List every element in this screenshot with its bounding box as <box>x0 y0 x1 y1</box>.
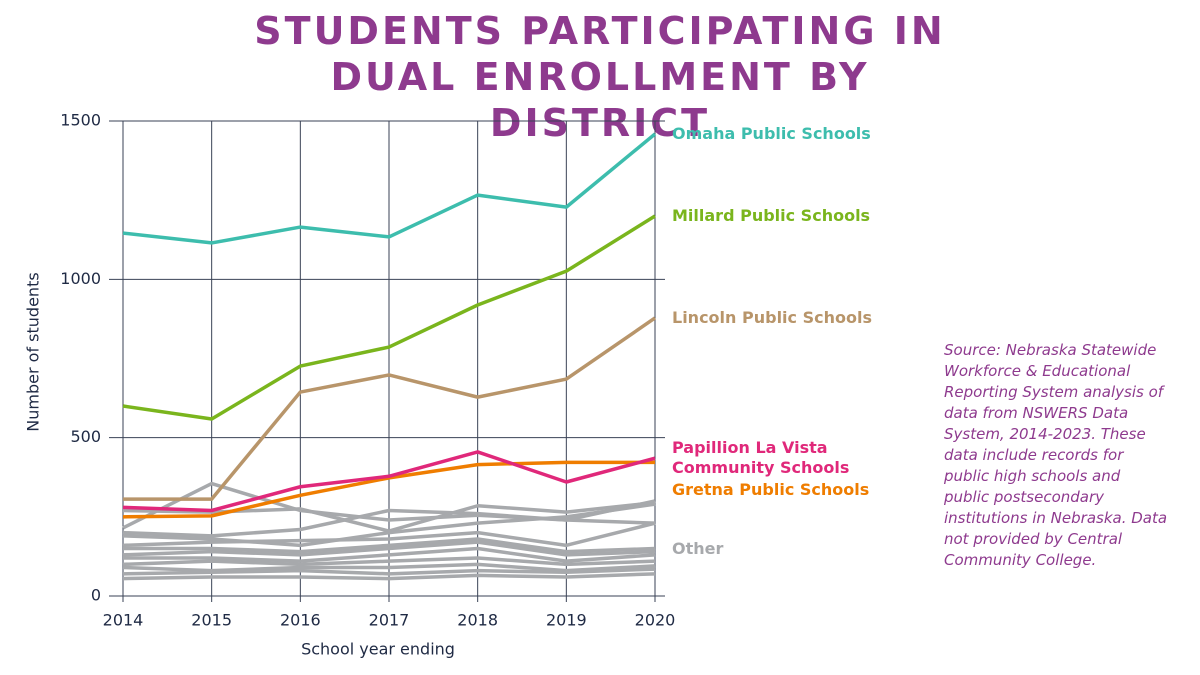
x-tick-label: 2019 <box>546 611 587 630</box>
series-line <box>122 508 656 538</box>
series-label: Papillion La Vista Community Schools <box>672 438 850 478</box>
series-label: Lincoln Public Schools <box>672 307 872 327</box>
x-tick-label: 2017 <box>369 611 410 630</box>
series-line <box>122 502 656 548</box>
series-line <box>122 572 656 581</box>
series-label: Other <box>672 538 724 558</box>
series-line <box>122 214 656 421</box>
source-note: Source: Nebraska Statewide Workforce & E… <box>944 341 1168 569</box>
x-tick-label: 2020 <box>635 611 676 630</box>
series-line <box>123 537 656 554</box>
x-tick-label: 2016 <box>280 611 321 630</box>
series-line <box>122 556 656 567</box>
y-tick-label: 1000 <box>60 269 101 288</box>
title-box: STUDENTS PARTICIPATING IN DUAL ENROLLMEN… <box>0 8 1200 146</box>
y-tick-label: 500 <box>70 427 101 446</box>
x-tick-label: 2018 <box>457 611 498 630</box>
series-line <box>122 132 657 245</box>
series-line <box>122 567 656 576</box>
y-tick-label: 0 <box>91 586 101 605</box>
series-label: Omaha Public Schools <box>672 123 871 143</box>
series-line <box>122 450 656 513</box>
series-line <box>122 521 656 548</box>
series-line <box>122 540 656 557</box>
x-axis-label: School year ending <box>301 640 455 659</box>
y-axis-label: Number of students <box>24 272 43 431</box>
series-label: Gretna Public Schools <box>672 480 870 500</box>
series-line <box>123 316 656 501</box>
series-label: Millard Public Schools <box>672 206 871 225</box>
x-tick-label: 2014 <box>103 611 144 630</box>
chart-title: STUDENTS PARTICIPATING IN DUAL ENROLLMEN… <box>254 9 946 145</box>
x-tick-label: 2015 <box>191 611 232 630</box>
y-tick-label: 1500 <box>60 111 101 130</box>
series-line <box>123 546 656 563</box>
